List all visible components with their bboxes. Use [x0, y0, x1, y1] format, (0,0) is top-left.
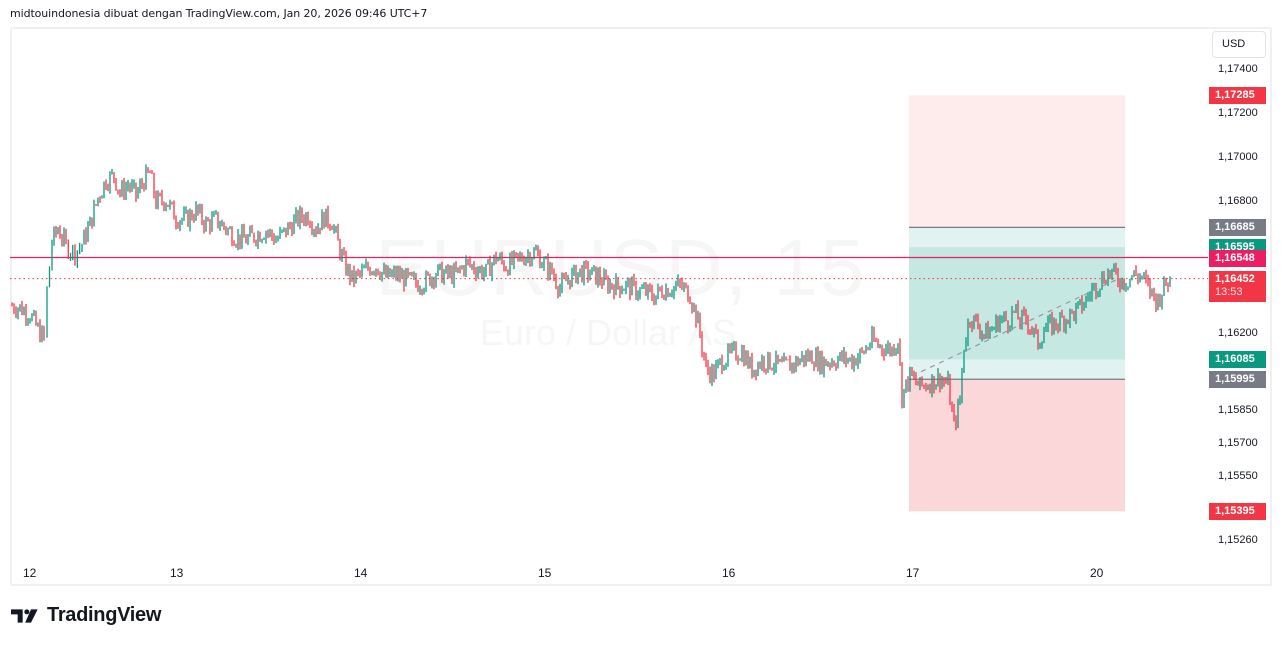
price-tick-label: 1,17400: [1218, 63, 1258, 75]
price-badge-value: 1,16548: [1215, 251, 1255, 264]
tradingview-logo-icon: [11, 608, 38, 623]
time-tick-label: 16: [722, 566, 736, 580]
price-tick-label: 1,16200: [1218, 327, 1258, 340]
price-badge-stop-loss: 1,17285: [1209, 87, 1266, 105]
price-tick-label: 1,15550: [1218, 470, 1258, 483]
time-tick-label: 15: [538, 566, 552, 580]
price-tick-label: 1,15850: [1218, 404, 1258, 417]
time-tick-label: 17: [906, 566, 920, 580]
chart-caption: midtouindonesia dibuat dengan TradingVie…: [10, 7, 428, 20]
reward-zone: [909, 227, 1125, 380]
price-badge-entry: 1,16685: [1209, 219, 1266, 237]
currency-button[interactable]: USD: [1212, 31, 1266, 58]
time-tick-label: 20: [1090, 566, 1104, 580]
risk-zone-lower: [909, 379, 1125, 512]
price-tick-label: 1,15260: [1218, 533, 1258, 546]
price-badge-value: 1,17285: [1215, 89, 1255, 102]
risk-zone-upper: [909, 95, 1125, 228]
chart-frame: [10, 27, 1272, 586]
price-badge-position-level: 1,16085: [1209, 351, 1266, 369]
price-badge-value: 1,16685: [1215, 221, 1255, 234]
price-tick-label: 1,15700: [1218, 437, 1258, 450]
price-badge-value: 1,15395: [1215, 505, 1255, 518]
tradingview-brand: TradingView: [47, 604, 162, 626]
price-badge-horizontal-line: 1,16548: [1209, 249, 1266, 267]
price-badge-last-price: 1,16452 13:53: [1209, 270, 1266, 302]
time-tick-label: 14: [354, 566, 368, 580]
price-badge-value: 1,15995: [1215, 373, 1255, 386]
time-tick-label: 12: [23, 566, 37, 580]
bar-countdown: 13:53: [1215, 285, 1243, 298]
time-tick-label: 13: [170, 566, 184, 580]
price-badge-value: 1,16452: [1215, 272, 1255, 285]
price-badge-value: 1,16085: [1215, 353, 1255, 366]
reward-zone-inner: [909, 247, 1125, 360]
price-tick-label: 1,17000: [1218, 151, 1258, 164]
price-tick-label: 1,16800: [1218, 195, 1258, 208]
price-badge-stop-loss-lower: 1,15395: [1209, 503, 1266, 521]
trend-line: [911, 277, 1121, 377]
price-badge-entry-lower: 1,15995: [1209, 371, 1266, 389]
tradingview-logo[interactable]: TradingView: [11, 604, 161, 627]
price-tick-label: 1,17200: [1218, 107, 1258, 120]
